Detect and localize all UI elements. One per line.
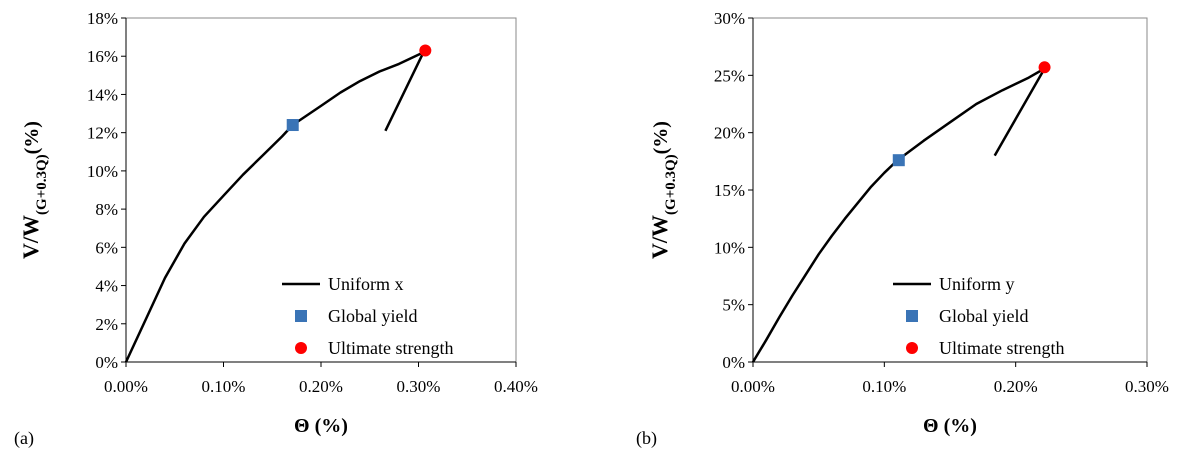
legend-label: Uniform x [328,274,404,294]
legend-swatch-square [906,310,918,322]
y-tick-label: 6% [95,238,118,257]
panel-label: (a) [14,428,34,449]
legend-label: Global yield [939,306,1028,326]
x-tick-label: 0.40% [494,377,538,396]
y-tick-label: 4% [95,277,118,296]
y-tick-label: 2% [95,315,118,334]
x-tick-label: 0.10% [862,377,906,396]
x-tick-label: 0.30% [1125,377,1169,396]
chart-panel-1: 0% 5% 10% 15% 20% 25% 30% 0.00% 0.10% 0.20% 0.30% Θ… [636,9,1169,449]
legend-label: Ultimate strength [328,338,453,358]
y-tick-label: 12% [87,124,118,143]
y-tick-label: 14% [87,85,118,104]
y-tick-label: 0% [722,353,745,372]
y-axis-title-unit: (%) [650,121,672,154]
legend-swatch-square [295,310,307,322]
y-axis-title-unit: (%) [21,121,43,154]
legend-label: Uniform y [939,274,1015,294]
y-axis-title-subscript: (G+0.3Q) [34,154,50,215]
x-axis-title: Θ (%) [923,415,977,437]
y-axis-title-main: V/W [18,215,43,259]
y-tick-label: 20% [714,124,745,143]
y-tick-label: 16% [87,47,118,66]
legend: Uniform y Global yield Ultimate strength [893,274,1064,358]
x-tick-label: 0.00% [104,377,148,396]
global-yield-marker [892,154,905,167]
y-tick-label: 18% [87,9,118,28]
y-tick-label: 0% [95,353,118,372]
ultimate-strength-marker [419,44,432,57]
panel-label: (b) [636,428,657,449]
y-tick-label: 5% [722,296,745,315]
x-tick-label: 0.20% [299,377,343,396]
legend-swatch-circle [295,342,307,354]
y-axis-title-main: V/W [647,215,672,259]
ultimate-strength-marker [1038,61,1051,74]
global-yield-marker [286,119,299,132]
legend: Uniform x Global yield Ultimate strength [282,274,453,358]
x-tick-label: 0.10% [202,377,246,396]
legend-swatch-circle [906,342,918,354]
y-tick-label: 25% [714,66,745,85]
x-tick-label: 0.30% [397,377,441,396]
y-axis-title: V/W(G+0.3Q)(%) [18,121,50,259]
y-axis-title: V/W(G+0.3Q)(%) [647,121,679,259]
series-line-0 [124,51,425,363]
plot-area-border [125,17,517,363]
legend-label: Ultimate strength [939,338,1064,358]
series-line-0 [751,67,1046,363]
chart-panel-0: 0% 2% 4% 6% 8% 10% 12% 14% 16% 18% 0.00% 0.10% 0.20%… [14,9,538,449]
y-tick-label: 10% [87,162,118,181]
y-tick-label: 8% [95,200,118,219]
y-tick-label: 15% [714,181,745,200]
x-tick-label: 0.00% [731,377,775,396]
x-tick-label: 0.20% [994,377,1038,396]
y-axis-title-subscript: (G+0.3Q) [663,154,679,215]
legend-label: Global yield [328,306,417,326]
x-axis-title: Θ (%) [294,415,348,437]
y-tick-label: 10% [714,238,745,257]
y-tick-label: 30% [714,9,745,28]
